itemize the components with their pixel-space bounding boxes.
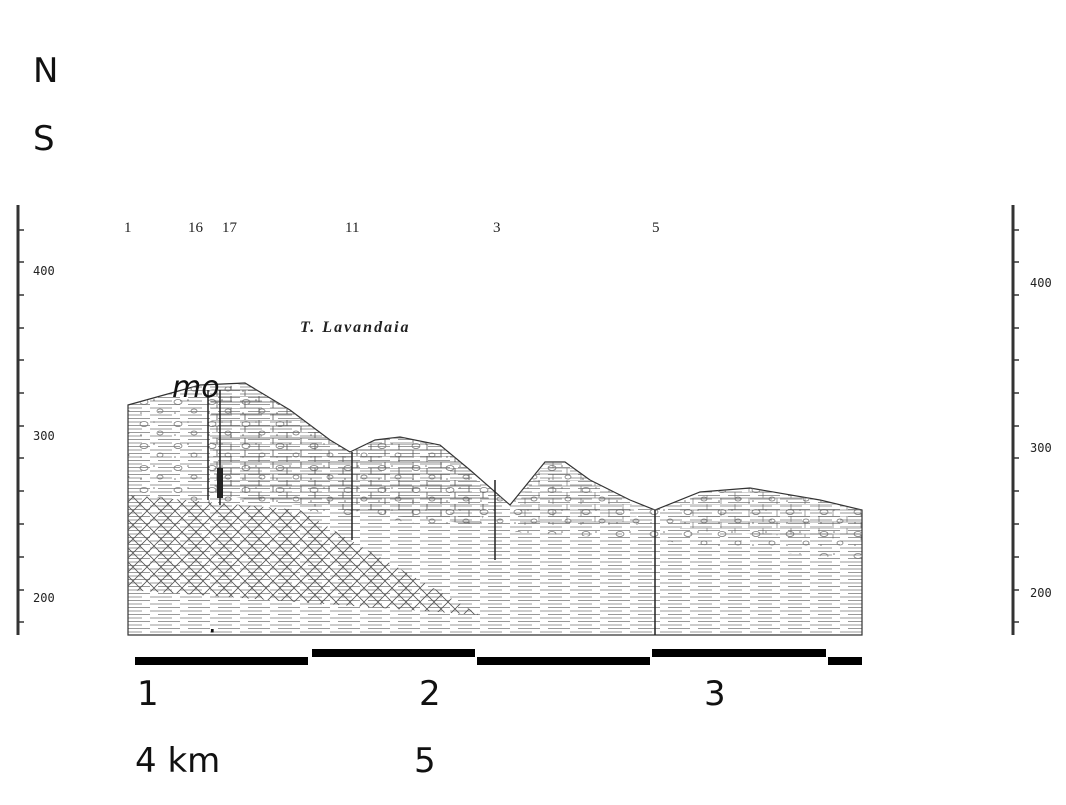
north-label: N [33,51,58,91]
cross-section: 1 16 17 11 3 5 T. Lavandaia mo [124,220,862,635]
scale-label: 200 [1030,586,1052,600]
scale-label: 300 [1030,441,1052,455]
scale-label: 200 [33,591,55,605]
borehole-label: 5 [652,220,660,236]
unit-label: mo [172,370,220,405]
scale-bar-label: 5 [414,741,436,781]
clip: reccia [145,625,235,660]
borehole-label: 11 [345,220,359,236]
scale-bar-label: 2 [419,674,441,714]
borehole-label: 17 [222,220,238,236]
left-scale: 400 300 200 [18,205,55,635]
page: N S 400 300 200 400 300 200 1 16 17 11 3… [0,0,1066,805]
lower-label: reccia [145,625,235,660]
right-scale: 400 300 200 [1013,205,1052,635]
borehole-label: 1 [124,220,132,236]
locality-label: T. Lavandaia [300,319,411,336]
scale-label: 400 [1030,276,1052,290]
scale-bar-label: 3 [704,674,726,714]
scale-bar: 1 2 3 4 km 5 [135,649,862,781]
scale-label: 400 [33,264,55,278]
borehole-label: 3 [493,220,501,236]
scale-bar-label: 4 km [135,741,220,781]
south-label: S [33,119,55,159]
borehole-label: 16 [188,220,204,236]
scale-bar-label: 1 [137,674,159,714]
scale-label: 300 [33,429,55,443]
